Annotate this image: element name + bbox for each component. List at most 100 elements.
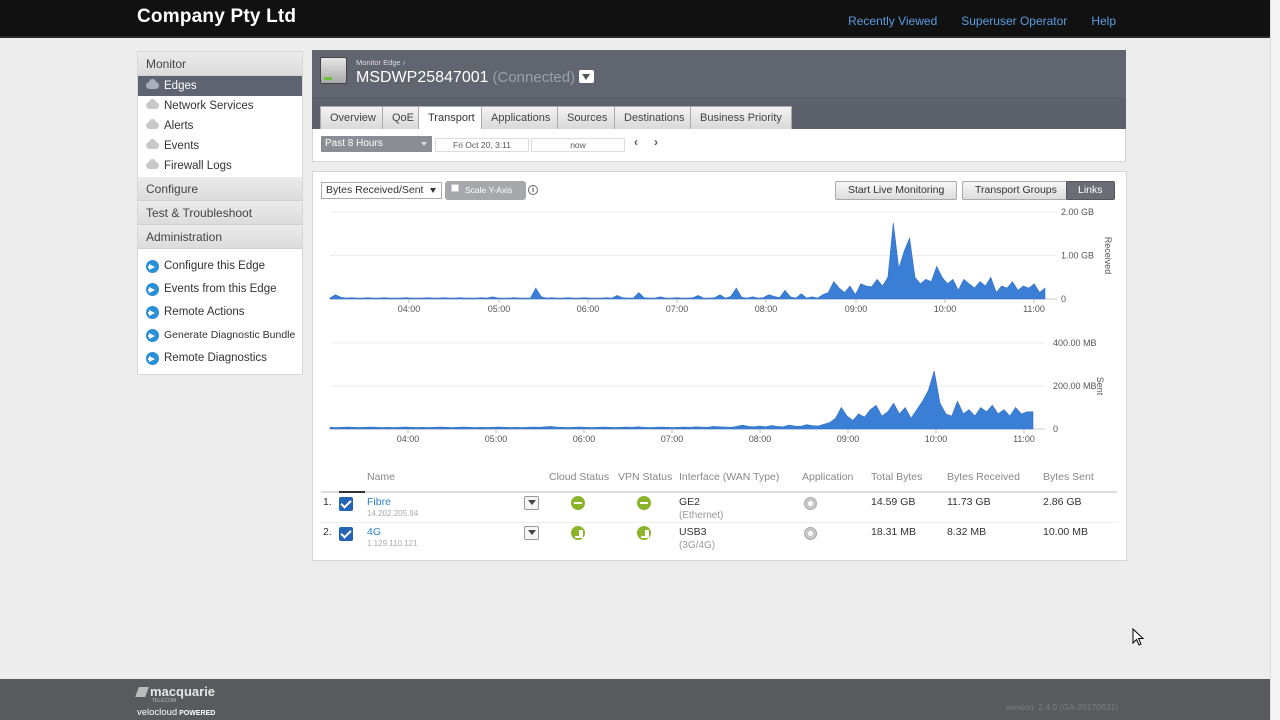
vpn-status-icon — [637, 496, 651, 510]
action-label: Configure this Edge — [164, 260, 266, 272]
time-range-bar: Past 8 Hours Fri Oct 20, 3:11 now ‹ › — [312, 129, 1126, 162]
row-dropdown-button[interactable] — [524, 526, 539, 540]
cloud-icon — [146, 159, 159, 169]
application-icon[interactable] — [804, 497, 817, 510]
col-bytes-received[interactable]: Bytes Received — [947, 471, 1020, 483]
scale-y-axis-toggle[interactable]: Scale Y-Axis — [445, 181, 526, 200]
edge-dropdown-button[interactable] — [579, 70, 595, 83]
recently-viewed-link[interactable]: Recently Viewed — [848, 14, 938, 28]
transport-groups-button[interactable]: Transport Groups — [962, 181, 1070, 200]
x-tick-label: 04:00 — [397, 434, 420, 444]
x-tick-label: 06:00 — [577, 304, 600, 314]
sent-chart: 400.00 MB 200.00 MB 0 Sent 04:00 05:00 06:00 07… — [329, 338, 1105, 444]
chevron-right-icon[interactable]: › — [654, 135, 658, 149]
sidebar-section-configure[interactable]: Configure — [138, 177, 302, 201]
help-link[interactable]: Help — [1091, 14, 1116, 28]
time-range-select[interactable]: Past 8 Hours — [321, 136, 432, 152]
col-total-bytes[interactable]: Total Bytes — [871, 471, 923, 483]
col-application[interactable]: Application — [802, 471, 854, 483]
x-tick-label: 09:00 — [845, 304, 868, 314]
tab-applications[interactable]: Applications — [481, 106, 561, 129]
sidebar-item-alerts[interactable]: Alerts — [138, 116, 302, 136]
logo-subtext: TELECOM — [152, 698, 177, 704]
sidebar: Monitor Edges Network Services Alerts Ev… — [137, 51, 303, 375]
col-vpn-status[interactable]: VPN Status — [618, 471, 673, 483]
sidebar-item-events[interactable]: Events — [138, 136, 302, 156]
col-cloud-status[interactable]: Cloud Status — [549, 471, 610, 483]
metric-select[interactable]: Bytes Received/Sent — [321, 182, 442, 199]
y-tick-label: 0 — [1061, 294, 1066, 304]
signal-bars-icon — [637, 526, 651, 540]
scrollbar[interactable] — [1270, 0, 1280, 720]
end-date-field[interactable]: now — [531, 138, 625, 152]
links-button[interactable]: Links — [1066, 181, 1115, 200]
col-interface[interactable]: Interface (WAN Type) — [679, 471, 780, 483]
sidebar-item-label: Edges — [164, 80, 197, 92]
diagnostic-bundle-action[interactable]: Generate Diagnostic Bundle — [138, 324, 302, 347]
link-name[interactable]: Fibre — [367, 496, 391, 508]
link-name[interactable]: 4G — [367, 526, 382, 538]
sidebar-section-administration[interactable]: Administration — [138, 225, 302, 249]
row-checkbox[interactable] — [339, 497, 353, 511]
version-text: version: 2.4.0 (GA-20170831) — [1006, 702, 1118, 712]
remote-actions-action[interactable]: Remote Actions — [138, 301, 302, 324]
edge-status: (Connected) — [492, 69, 576, 86]
tab-destinations[interactable]: Destinations — [614, 106, 695, 129]
user-menu-link[interactable]: Superuser Operator — [961, 14, 1068, 28]
tab-transport[interactable]: Transport — [418, 106, 485, 129]
info-icon[interactable]: i — [528, 185, 538, 195]
sidebar-item-firewall-logs[interactable]: Firewall Logs — [138, 156, 302, 176]
cloud-icon — [146, 99, 159, 109]
configure-edge-action[interactable]: Configure this Edge — [138, 255, 302, 278]
x-tick-label: 09:00 — [837, 434, 860, 444]
col-name[interactable]: Name — [367, 471, 396, 483]
wan-type: (Ethernet) — [679, 510, 724, 521]
area-series — [329, 222, 1046, 300]
sidebar-section-monitor[interactable]: Monitor — [138, 52, 302, 76]
col-bytes-sent[interactable]: Bytes Sent — [1043, 471, 1094, 483]
start-date-field[interactable]: Fri Oct 20, 3:11 — [435, 138, 529, 152]
sidebar-item-edges[interactable]: Edges — [138, 76, 302, 96]
sidebar-item-label: Events — [164, 140, 200, 152]
row-checkbox[interactable] — [339, 527, 353, 541]
bytes-received: 11.73 GB — [947, 496, 991, 508]
sidebar-section-test[interactable]: Test & Troubleshoot — [138, 201, 302, 225]
x-tick-label: 10:00 — [934, 304, 957, 314]
total-bytes: 14.59 GB — [871, 496, 916, 508]
remote-diagnostics-action[interactable]: Remote Diagnostics — [138, 347, 302, 370]
sidebar-item-network-services[interactable]: Network Services — [138, 96, 302, 116]
macquarie-logo: macquarie — [135, 684, 215, 699]
x-tick-label: 06:00 — [573, 434, 596, 444]
checkbox-icon — [451, 184, 459, 192]
application-icon[interactable] — [804, 527, 817, 540]
tab-sources[interactable]: Sources — [557, 106, 618, 129]
row-dropdown-button[interactable] — [524, 496, 539, 510]
top-links: Recently Viewed Superuser Operator Help — [848, 14, 1116, 28]
events-edge-action[interactable]: Events from this Edge — [138, 278, 302, 301]
chevron-left-icon[interactable]: ‹ — [634, 135, 638, 149]
x-tick-label: 05:00 — [485, 434, 508, 444]
transport-panel: Bytes Received/Sent Scale Y-Axis i Start… — [312, 171, 1127, 561]
x-tick-label: 04:00 — [398, 304, 421, 314]
y-tick-label: 1.00 GB — [1061, 251, 1094, 261]
start-live-monitoring-button[interactable]: Start Live Monitoring — [835, 181, 958, 200]
sidebar-item-label: Network Services — [164, 100, 254, 112]
cloud-icon — [146, 119, 159, 129]
tab-overview[interactable]: Overview — [320, 106, 386, 129]
interface-cell: USB3 (3G/4G) — [679, 526, 715, 551]
arrow-right-icon — [146, 260, 159, 273]
action-label: Generate Diagnostic Bundle — [164, 329, 296, 341]
x-tick-label: 07:00 — [666, 304, 689, 314]
x-tick-label: 10:00 — [925, 434, 948, 444]
signal-bars-icon — [571, 526, 585, 540]
x-tick-label: 08:00 — [749, 434, 772, 444]
breadcrumb[interactable]: Monitor Edge › — [356, 58, 406, 67]
edge-title: MSDWP25847001 (Connected) — [356, 69, 595, 87]
x-tick-label: 08:00 — [755, 304, 778, 314]
sidebar-item-label: Firewall Logs — [164, 160, 232, 172]
y-axis-label: Sent — [1095, 377, 1105, 396]
interface-name: GE2 — [679, 496, 701, 508]
y-tick-label: 200.00 MB — [1053, 381, 1097, 391]
tab-business-priority[interactable]: Business Priority — [690, 106, 792, 129]
cloud-status-icon — [571, 496, 585, 510]
